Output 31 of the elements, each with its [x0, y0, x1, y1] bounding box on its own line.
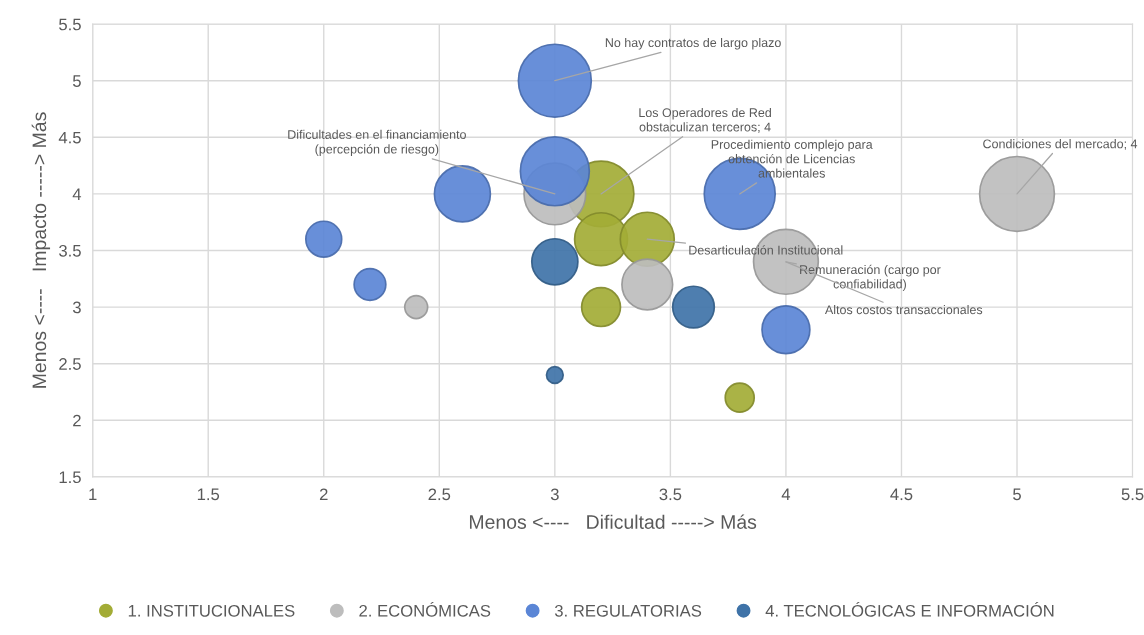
annotation: Dificultades en el financiamiento (percepción de riesgo)	[288, 129, 466, 157]
legend-label: 3. REGULATORIAS	[554, 604, 702, 617]
y-tick-label: 5.5	[59, 18, 81, 31]
x-tick-label: 5	[1013, 488, 1021, 501]
annotation: Altos costos transaccionales	[824, 305, 983, 315]
y-tick-label: 1.5	[59, 471, 81, 484]
x-tick-label: 3.5	[659, 488, 682, 501]
x-tick-label: 5.5	[1121, 488, 1144, 501]
x-tick-label: 1.5	[197, 488, 220, 501]
x-tick-label: 1	[89, 488, 97, 501]
y-tick-label: 2	[73, 414, 81, 427]
annotation: Los Operadores de Red obstaculizan terceros; 4	[639, 107, 771, 133]
y-tick-label: 3.5	[59, 244, 81, 257]
y-tick-label: 4	[72, 188, 82, 200]
y-tick-label: 3	[72, 301, 81, 314]
legend-label: 1. INSTITUCIONALES	[128, 604, 295, 617]
annotation: Condiciones del mercado; 4	[983, 139, 1138, 150]
x-axis-title: Menos <---- Dificultad -----> Más	[469, 514, 757, 529]
x-tick-label: 2.5	[428, 488, 451, 501]
x-tick-label: 4.5	[890, 488, 913, 501]
y-tick-label: 4.5	[58, 131, 81, 144]
legend-label: 2. ECONÓMICAS	[359, 602, 491, 617]
x-tick-label: 3	[550, 488, 559, 501]
x-tick-label: 2	[319, 488, 328, 501]
legend-label: 4. TECNOLÓGICAS E INFORMACIÓN	[765, 602, 1054, 617]
x-tick-label: 4	[781, 488, 791, 501]
y-axis-title: Menos <---- Impacto -----> Más	[31, 112, 51, 388]
annotation: Desarticulación Institucional	[689, 245, 843, 255]
y-tick-label: 5	[72, 75, 81, 87]
y-tick-label: 2.5	[59, 358, 81, 370]
annotation: No hay contratos de largo plazo	[605, 37, 781, 50]
